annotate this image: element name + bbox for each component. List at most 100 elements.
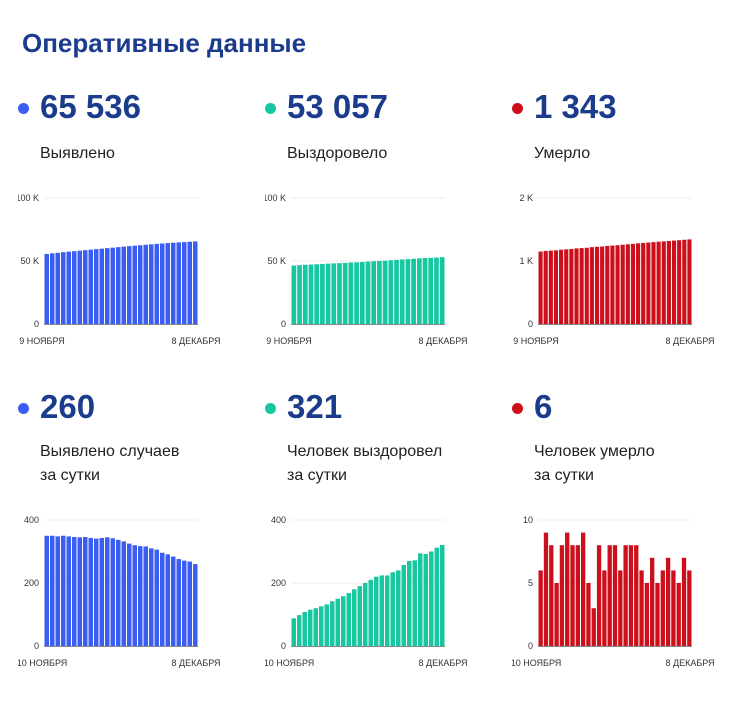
bar <box>77 250 82 324</box>
y-tick-label: 200 <box>271 578 286 588</box>
y-tick-label: 200 <box>24 578 39 588</box>
bar <box>429 551 434 646</box>
bar <box>538 570 543 646</box>
bar <box>55 252 60 324</box>
y-tick-label: 0 <box>34 319 39 329</box>
bar <box>193 564 198 646</box>
bar <box>149 548 154 646</box>
card-label-line-2: за сутки <box>287 467 347 484</box>
bar <box>348 262 354 324</box>
x-start-label: 10 НОЯБРЯ <box>18 658 67 668</box>
chart-detected: 0 50 K 100 K 9 НОЯБРЯ 8 ДЕКАБРЯ <box>18 193 221 346</box>
bar <box>625 244 630 324</box>
bar <box>176 242 181 324</box>
bar <box>651 242 656 324</box>
bar <box>171 556 176 646</box>
bar <box>379 575 384 646</box>
bar <box>171 242 176 324</box>
bar <box>434 547 439 646</box>
bar <box>302 264 308 324</box>
bar <box>591 608 596 646</box>
bar <box>83 537 88 646</box>
bar <box>371 261 377 324</box>
bar <box>61 535 66 646</box>
bar <box>661 241 666 324</box>
y-tick-label: 50 K <box>267 256 286 266</box>
card-label: Выздоровело <box>287 142 387 166</box>
bar <box>548 250 553 324</box>
card-label-line-1: Выздоровело <box>287 145 388 162</box>
bar <box>138 546 143 646</box>
bar <box>586 583 591 646</box>
card-died: 1 343 Умерло 0 1 K 2 K 9 НОЯБРЯ 8 ДЕКАБРЯ <box>512 88 729 410</box>
bar <box>88 249 93 324</box>
chart-recovered-daily: 0 200 400 10 НОЯБРЯ 8 ДЕКАБРЯ <box>265 515 468 668</box>
card-value: 6 <box>534 388 553 425</box>
chart-recovered: 0 50 K 100 K 9 НОЯБРЯ 8 ДЕКАБРЯ <box>265 193 468 346</box>
bar <box>382 260 388 324</box>
bar <box>165 554 170 646</box>
x-start-label: 10 НОЯБРЯ <box>265 658 314 668</box>
bar <box>319 606 324 646</box>
x-start-label: 9 НОЯБРЯ <box>19 336 65 346</box>
y-tick-label: 0 <box>528 641 533 651</box>
bar <box>665 557 671 646</box>
card-label-line-1: Человек умерло <box>534 443 655 460</box>
bar <box>160 243 165 324</box>
bar <box>559 545 565 646</box>
bar <box>434 257 439 324</box>
bar <box>682 239 687 324</box>
bar <box>618 570 623 646</box>
bar <box>55 536 60 646</box>
bar <box>291 618 296 646</box>
bar <box>105 248 110 324</box>
bar <box>600 246 605 324</box>
card-recovered: 53 057 Выздоровело 0 50 K 100 K 9 НОЯБРЯ 8 Д… <box>265 88 505 410</box>
bar <box>176 559 181 646</box>
bar <box>341 596 346 646</box>
y-tick-label: 100 K <box>265 193 286 203</box>
bar <box>671 570 676 646</box>
y-tick-label: 400 <box>24 515 39 525</box>
bar <box>66 536 71 646</box>
card-label-line-1: Умерло <box>534 145 591 162</box>
status-dot-icon <box>265 403 276 414</box>
bar <box>325 263 331 324</box>
x-start-label: 10 НОЯБРЯ <box>512 658 561 668</box>
status-dot-icon <box>512 403 523 414</box>
bar <box>374 576 379 646</box>
bar <box>182 242 187 324</box>
bar <box>72 537 77 646</box>
card-value: 53 057 <box>287 88 388 125</box>
bar <box>121 541 126 646</box>
bar <box>579 248 584 324</box>
bar <box>143 546 148 646</box>
y-tick-label: 0 <box>281 319 286 329</box>
bar <box>357 586 362 646</box>
bar <box>439 257 445 324</box>
chart-died-daily: 0 5 10 10 НОЯБРЯ 8 ДЕКАБРЯ <box>512 515 715 668</box>
bar <box>630 243 636 324</box>
card-value: 1 343 <box>534 88 617 125</box>
bar <box>363 583 368 646</box>
bar <box>368 579 373 646</box>
bar <box>331 263 337 324</box>
bar <box>354 262 359 324</box>
bar <box>388 260 394 324</box>
bar <box>342 262 348 324</box>
card-label: Человек умерло за сутки <box>534 440 655 488</box>
bar <box>615 245 620 324</box>
bar <box>193 241 198 324</box>
bar <box>620 244 625 324</box>
bar <box>61 252 66 324</box>
y-tick-label: 0 <box>528 319 533 329</box>
bar <box>607 545 612 646</box>
bar <box>399 259 405 324</box>
bar <box>182 560 187 646</box>
bar <box>596 545 602 646</box>
bar <box>346 593 351 646</box>
bar <box>650 557 655 646</box>
bar <box>660 570 665 646</box>
y-tick-label: 0 <box>281 641 286 651</box>
bar <box>365 261 371 324</box>
